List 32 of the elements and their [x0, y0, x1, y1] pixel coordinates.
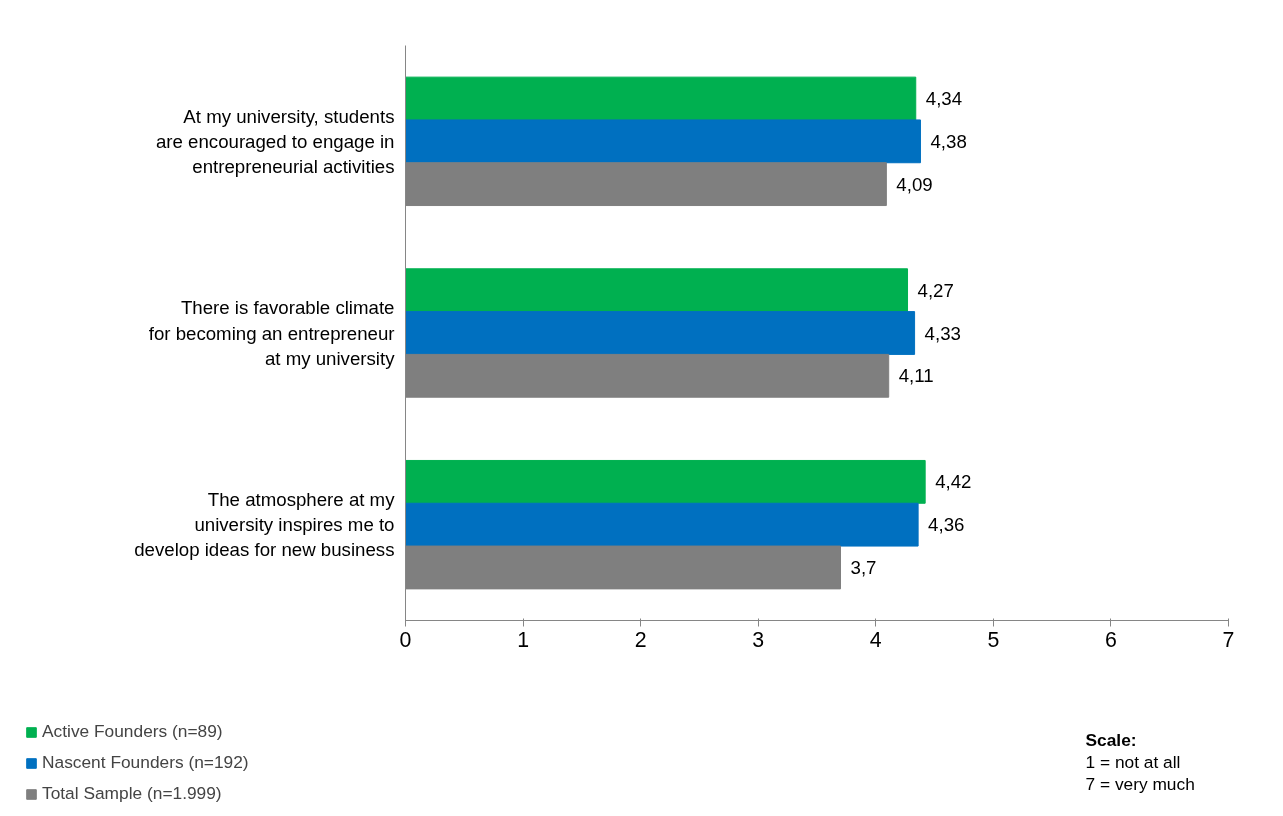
x-tick-label: 5	[987, 627, 1000, 652]
bar	[405, 76, 917, 121]
legend-label: Active Founders (n=89)	[42, 721, 223, 742]
bar	[405, 459, 926, 504]
x-tick-label: 0	[399, 627, 412, 652]
x-tick-label: 7	[1222, 627, 1235, 652]
y-tick-label: The atmosphere at my university inspires me to develop ideas for new business	[134, 488, 396, 561]
data-label: 4,42	[935, 471, 972, 493]
data-label: 4,38	[930, 130, 967, 152]
data-label: 3,7	[850, 556, 877, 578]
x-tick-label: 3	[752, 627, 765, 652]
data-label: 4,27	[917, 279, 954, 301]
bar	[405, 119, 921, 164]
x-tick-label: 1	[517, 627, 530, 652]
bar	[405, 268, 909, 313]
data-label: 4,34	[925, 88, 963, 110]
text: 7 = very much	[1085, 773, 1195, 794]
x-tick-label: 2	[634, 627, 647, 652]
text: Scale:	[1085, 729, 1137, 750]
data-label: 4,36	[928, 514, 965, 536]
x-tick-label: 4	[869, 627, 882, 652]
x-tick-label: 6	[1105, 627, 1117, 652]
bar	[405, 502, 919, 547]
y-tick-label: There is favorable climate for becoming an entrepreneur at my university	[148, 297, 396, 369]
bar	[405, 311, 916, 355]
y-tick-label: At my university, students are encouraged to engage in entrepreneurial activities	[155, 105, 395, 178]
data-label: 4,33	[924, 322, 961, 344]
data-label: 4,11	[898, 365, 934, 387]
legend-label: Nascent Founders (n=192)	[42, 752, 249, 773]
data-label: 4,09	[896, 173, 933, 195]
text: 1 = not at all	[1085, 751, 1181, 772]
legend-label: Total Sample (n=1.999)	[42, 783, 222, 804]
